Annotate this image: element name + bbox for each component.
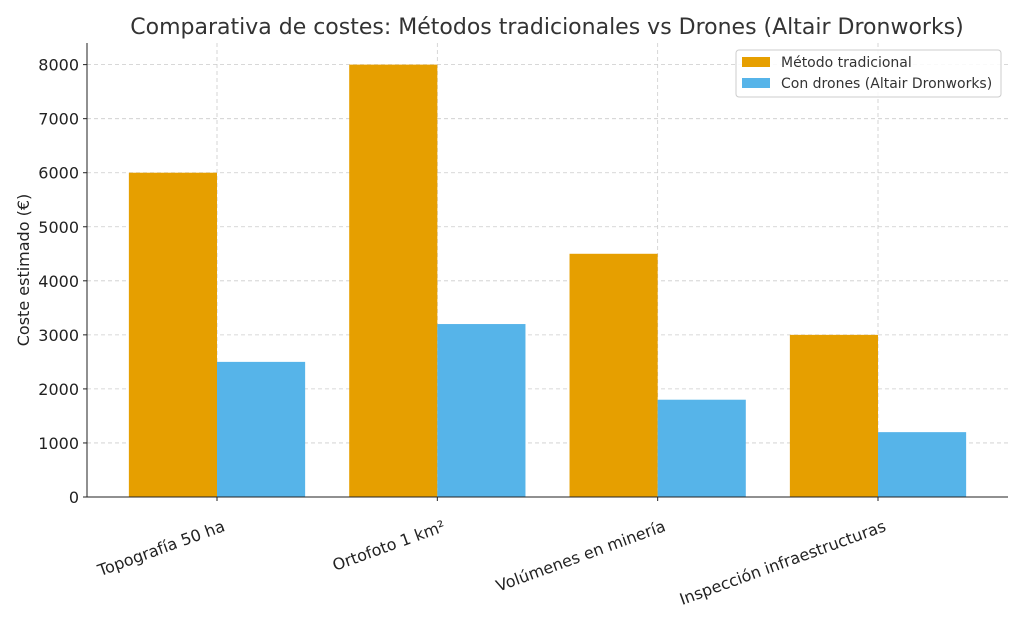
y-tick-label: 2000 (38, 380, 79, 399)
bar (349, 64, 438, 497)
bar (789, 334, 879, 497)
legend: Método tradicional Con drones (Altair Dro… (735, 49, 1002, 98)
bar (878, 432, 967, 497)
y-tick-label: 4000 (38, 272, 79, 291)
legend-label: Con drones (Altair Dronworks) (781, 76, 992, 92)
y-tick-label: 0 (69, 488, 79, 507)
legend-label: Método tradicional (781, 55, 912, 71)
y-axis-label: Coste estimado (€) (14, 194, 33, 346)
chart-title: Comparativa de costes: Métodos tradicion… (130, 15, 963, 40)
y-tick-label: 7000 (38, 110, 79, 129)
y-tick-label: 3000 (38, 326, 79, 345)
x-tick-label: Topografía 50 ha (94, 516, 227, 580)
legend-swatch (742, 78, 770, 88)
legend-swatch (742, 57, 770, 67)
bar (569, 253, 658, 497)
bar (657, 399, 746, 497)
bar (128, 172, 217, 497)
y-tick-label: 5000 (38, 218, 79, 237)
x-tick-label: Ortofoto 1 km² (330, 516, 448, 574)
bars (128, 64, 967, 497)
bar (437, 324, 526, 497)
y-tick-label: 6000 (38, 164, 79, 183)
x-tick-label: Volúmenes en minería (493, 516, 668, 595)
legend-box (735, 49, 1002, 98)
y-tick-label: 8000 (38, 56, 79, 75)
x-tick-label: Inspección infraestructuras (677, 516, 888, 608)
bar (216, 361, 306, 497)
y-tick-label: 1000 (38, 434, 79, 453)
